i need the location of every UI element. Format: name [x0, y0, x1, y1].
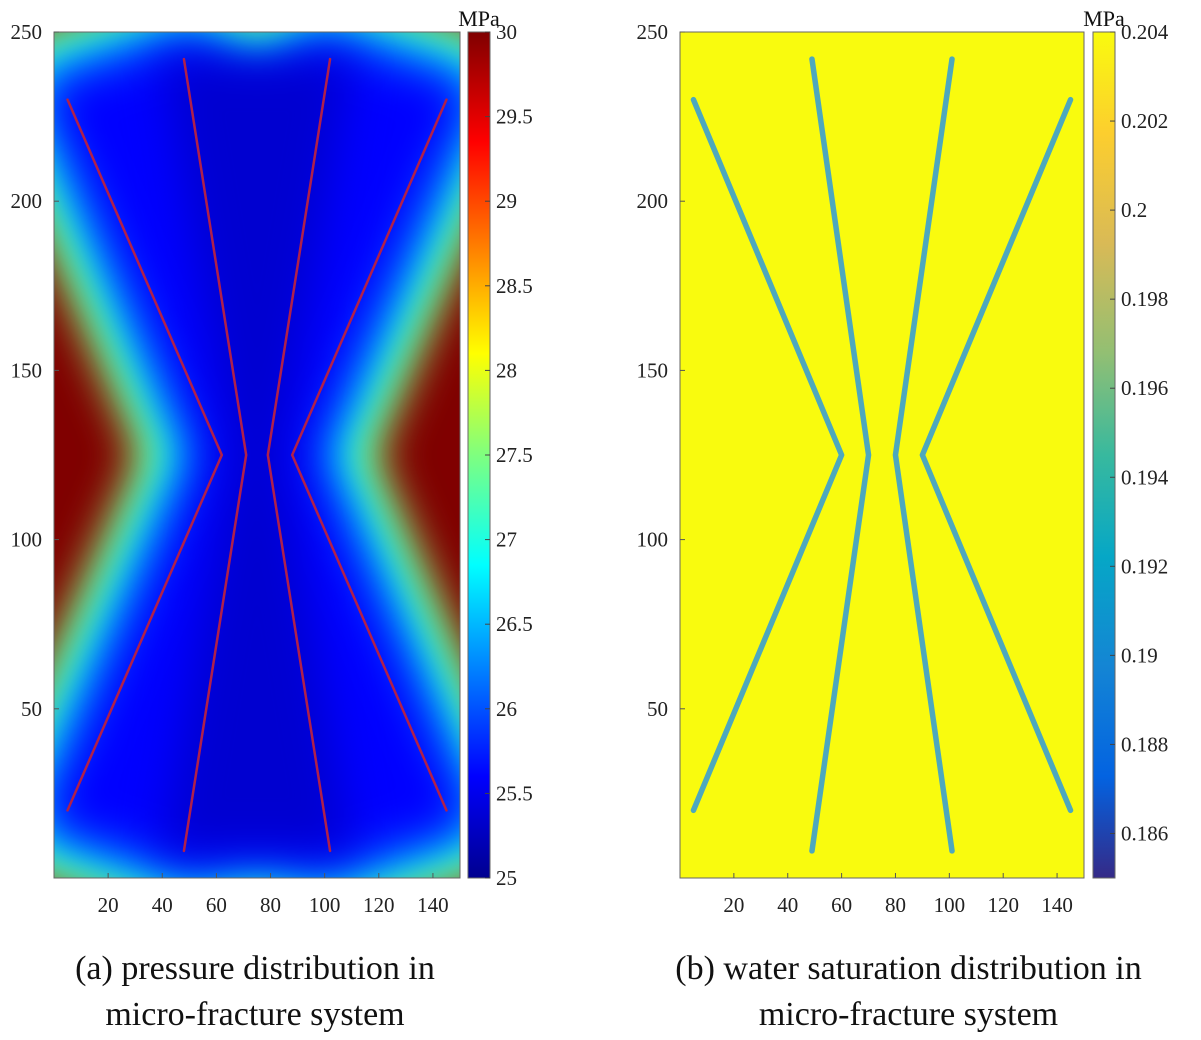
panel-b-x-tick-2: 60 [831, 893, 852, 917]
panel-b-field-background [680, 32, 1084, 878]
panel-b-fracture-1 [690, 96, 845, 814]
panel-a-colorbar-tick-0: 25 [496, 866, 517, 890]
panel-a-x-tick-1: 40 [152, 893, 173, 917]
panel-a-x-tick-2: 60 [206, 893, 227, 917]
panel-b-fracture-4 [919, 96, 1074, 814]
panel-b-x-tick-6: 140 [1041, 893, 1073, 917]
panel-a-colorbar-tick-1: 25.5 [496, 781, 533, 805]
panel-a-y-tick-0: 50 [21, 697, 42, 721]
caption-a-line-1: (a) pressure distribution in [75, 950, 435, 987]
panel-a-colorbar-tick-9: 29.5 [496, 105, 533, 129]
panel-b-colorbar-tick-6: 0.198 [1121, 287, 1168, 311]
panel-b-water-saturation-chart: 20 40 60 80 100 120 140 50 100 150 200 250 0.186 0.18… [637, 6, 1169, 917]
panel-b-colorbar-tick-2: 0.19 [1121, 643, 1158, 667]
panel-a-y-tick-3: 200 [11, 189, 43, 213]
panel-a-colorbar-tick-3: 26.5 [496, 612, 533, 636]
panel-b-colorbar-tick-5: 0.196 [1121, 376, 1168, 400]
panel-b-x-tick-1: 40 [777, 893, 798, 917]
panel-b-y-tick-0: 50 [647, 697, 668, 721]
panel-a-colorbar-tick-8: 29 [496, 189, 517, 213]
caption-b: (b) water saturation distribution in mic… [616, 946, 1201, 1038]
panel-b-colorbar-tick-0: 0.186 [1121, 821, 1168, 845]
panel-a-y-tick-2: 150 [11, 358, 43, 382]
panel-b-fracture-3 [892, 56, 955, 854]
panel-a-x-tick-3: 80 [260, 893, 281, 917]
panel-b-y-tick-1: 100 [637, 528, 669, 552]
panel-a-colorbar-unit: MPa [458, 6, 500, 31]
panel-a-central-band [162, 59, 352, 851]
panel-b-y-tick-3: 200 [637, 189, 669, 213]
panel-b-colorbar-tick-9: 0.204 [1121, 20, 1169, 44]
panel-b-plot-area [690, 56, 1074, 854]
panel-a-x-tick-5: 120 [363, 893, 395, 917]
panel-a-colorbar-tick-6: 28 [496, 358, 517, 382]
panel-b-fracture-2 [809, 56, 872, 854]
panel-a-x-tick-6: 140 [417, 893, 449, 917]
panel-a-fracture-4 [290, 98, 448, 812]
panel-a-colorbar-tick-10: 30 [496, 20, 517, 44]
panel-a-colorbar-tick-4: 27 [496, 528, 517, 552]
panel-a-colorbar-tick-5: 27.5 [496, 443, 533, 467]
panel-a-y-tick-4: 250 [11, 20, 43, 44]
panel-a-axes-frame [53, 31, 461, 879]
panel-a-x-tick-0: 20 [98, 893, 119, 917]
panel-a-y-tick-1: 100 [11, 528, 43, 552]
panel-b-colorbar-tick-4: 0.194 [1121, 465, 1169, 489]
panel-a-fracture-1 [66, 98, 224, 812]
panel-b-colorbar-unit: MPa [1083, 6, 1125, 31]
panel-b-colorbar-tick-8: 0.202 [1121, 109, 1168, 133]
panel-b-x-tick-0: 20 [723, 893, 744, 917]
panel-b-x-tick-5: 120 [987, 893, 1019, 917]
panel-a-fracture-2 [182, 57, 248, 853]
panel-b-y-tick-2: 150 [637, 358, 669, 382]
panel-a-plot-area [54, 32, 460, 878]
panel-b-colorbar-tick-1: 0.188 [1121, 732, 1168, 756]
caption-a-line-2: micro-fracture system [105, 996, 405, 1033]
caption-b-line-2: micro-fracture system [758, 996, 1059, 1033]
panel-b-x-tick-4: 100 [934, 893, 966, 917]
panel-b-x-tick-3: 80 [885, 893, 906, 917]
panel-b-colorbar-tick-7: 0.2 [1121, 198, 1147, 222]
caption-b-line-1: (b) water saturation distribution in [675, 950, 1142, 987]
panel-a-fracture-3 [266, 57, 332, 853]
panel-a-pressure-chart: 20 40 60 80 100 120 140 50 100 150 200 250 25 25.5 26 2… [11, 6, 533, 917]
panel-a-colorbar-tick-2: 26 [496, 697, 517, 721]
caption-a: (a) pressure distribution in micro-fract… [0, 946, 510, 1038]
panel-a-x-tick-4: 100 [309, 893, 341, 917]
panel-a-colorbar-tick-7: 28.5 [496, 274, 533, 298]
panel-b-y-tick-4: 250 [637, 20, 669, 44]
panel-b-colorbar-tick-3: 0.192 [1121, 554, 1168, 578]
panel-b-colorbar [1092, 31, 1116, 879]
panel-b-axes-frame [679, 31, 1085, 879]
